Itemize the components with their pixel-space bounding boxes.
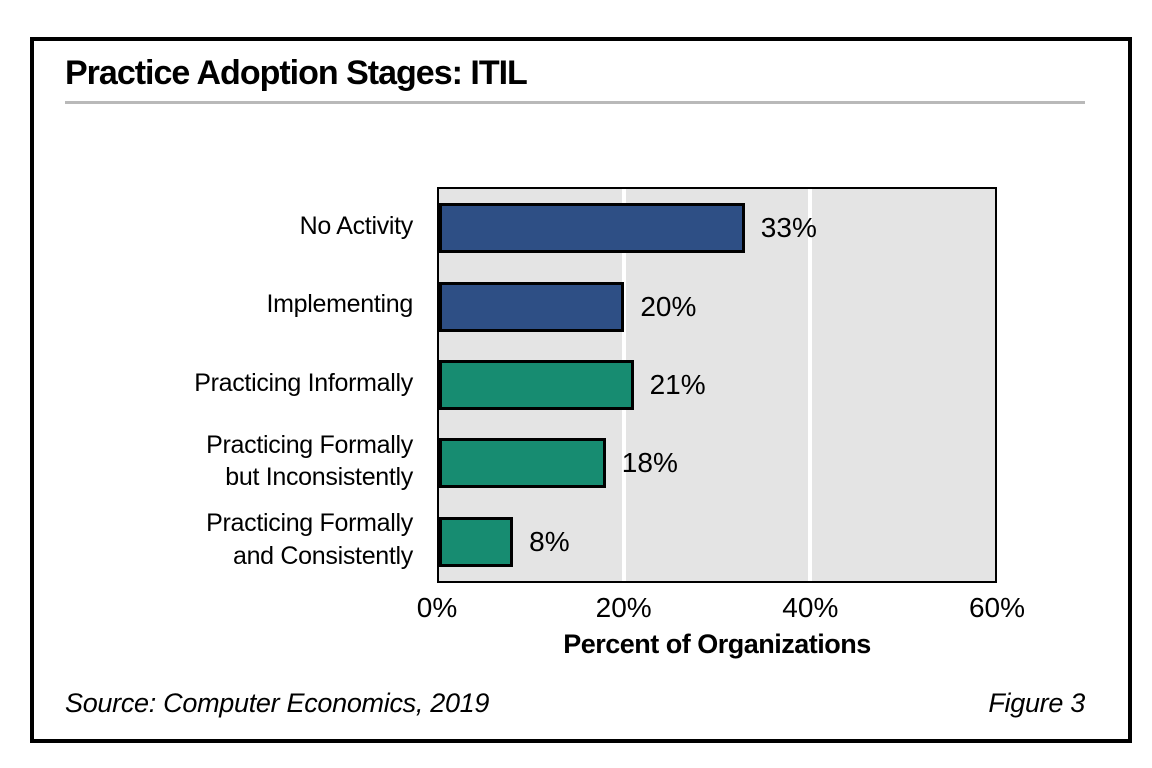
x-tick-label-20%: 20% [595, 592, 652, 623]
category-label-5: Practicing Formally and Consistently [206, 509, 413, 570]
x-tick-label-0%: 0% [416, 592, 458, 623]
bar-value-label-5: 8% [529, 525, 570, 557]
category-label-3: Practicing Informally [194, 368, 413, 397]
bar-value-label-4: 18% [621, 447, 678, 479]
x-tick-label-60%: 60% [968, 592, 1026, 623]
chart-title: Practice Adoption Stages: ITIL [65, 54, 528, 92]
bar-4 [439, 438, 606, 489]
gridline-40 [807, 189, 812, 581]
title-rule [65, 101, 1085, 104]
figure-footer: Source: Computer Economics, 2019 Figure … [65, 688, 1085, 719]
bar-1 [439, 203, 745, 254]
bar-value-label-2: 20% [640, 290, 697, 322]
figure-number: Figure 3 [988, 688, 1085, 718]
category-axis: No Activity Implementing Practicing Inform… [34, 187, 425, 583]
bar-value-label-1: 33% [760, 212, 817, 244]
x-axis-label: Percent of Organizations [563, 629, 871, 659]
bar-3 [439, 360, 634, 410]
bar-2 [439, 281, 625, 332]
source-note: Source: Computer Economics, 2019 [65, 688, 490, 718]
category-label-4: Practicing Formally but Inconsistently [206, 430, 413, 492]
plot-area: 33% 20% 21% 18% 8% [437, 187, 997, 583]
bar-5 [439, 516, 514, 567]
x-axis-ticks: 0% 20% 40% 60% [417, 592, 1025, 626]
x-tick-label-40%: 40% [782, 592, 839, 623]
category-label-2: Implementing [266, 290, 414, 319]
category-label-1: No Activity [299, 211, 414, 240]
figure-frame: Practice Adoption Stages: ITIL No Activi… [30, 37, 1132, 743]
bar-value-label-3: 21% [649, 368, 706, 400]
